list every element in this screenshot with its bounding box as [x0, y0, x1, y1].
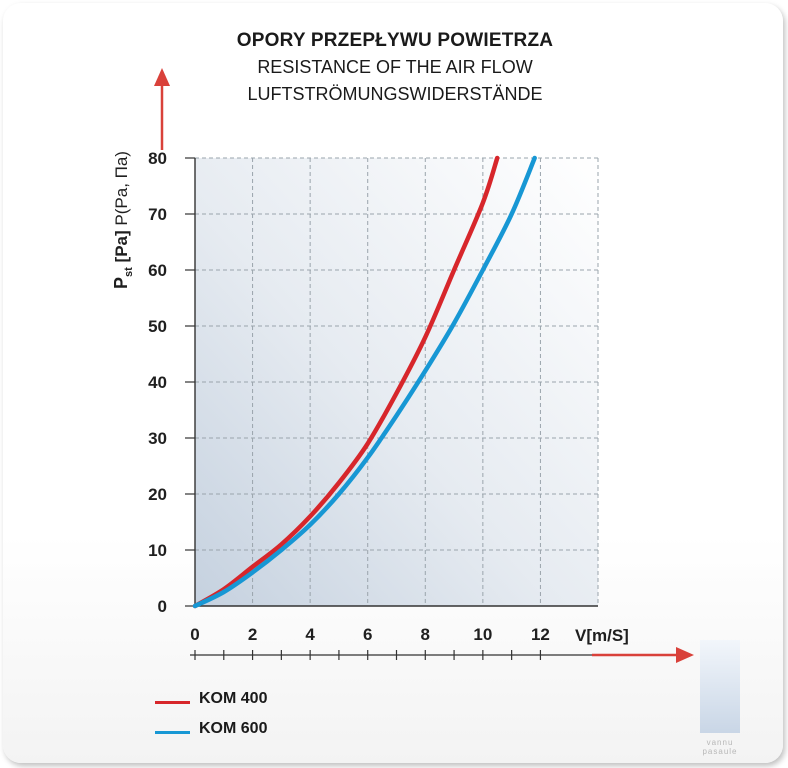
watermark-line1: vannu [706, 738, 734, 747]
x-tick-label: 12 [531, 625, 550, 644]
series-lines [192, 155, 537, 609]
title-german: LUFTSTRÖMUNGSWIDERSTÄNDE [247, 84, 543, 104]
y-tick-label: 0 [158, 597, 167, 616]
y-arrow-head [154, 68, 170, 86]
y-tick-label: 30 [148, 429, 167, 448]
legend-label-kom400: KOM 400 [199, 690, 268, 707]
title-english: RESISTANCE OF THE AIR FLOW [257, 57, 533, 77]
x-tick-label: 4 [305, 625, 315, 644]
title-polish: OPORY PRZEPŁYWU POWIETRZA [236, 30, 554, 51]
axes [154, 68, 694, 663]
x-arrow-head [676, 647, 694, 663]
x-tick-label: 6 [363, 625, 372, 644]
watermark-line2: pasaule [702, 747, 738, 756]
y-label-extra: P(Pa, Па) [112, 151, 131, 230]
y-tick-label: 10 [148, 541, 167, 560]
x-tick-label: 8 [421, 625, 430, 644]
x-tick-label: 2 [248, 625, 257, 644]
series-line-kom-400 [192, 155, 500, 609]
watermark-text: vannu pasaule [690, 738, 750, 756]
y-label-rest: [Pa] [112, 230, 131, 267]
y-label-sub: st [123, 267, 135, 277]
y-tick-label: 20 [148, 485, 167, 504]
y-tick-label: 50 [148, 317, 167, 336]
grid-lines [195, 157, 599, 606]
x-axis-label: V[m/S] [575, 626, 629, 645]
y-label-main: P [111, 277, 131, 289]
x-tick-label: 0 [190, 625, 199, 644]
watermark-logo [700, 640, 740, 733]
chart-title: OPORY PRZEPŁYWU POWIETRZA RESISTANCE OF … [195, 28, 595, 108]
tick-labels: 0 10 20 30 40 50 60 70 80 0 2 4 6 8 10 12 [148, 149, 550, 644]
plot-area [195, 158, 598, 606]
y-tick-label: 40 [148, 373, 167, 392]
y-tick-label: 60 [148, 261, 167, 280]
legend-swatch-kom400 [155, 701, 190, 704]
series-line-kom-600 [192, 155, 537, 609]
axis-labels: V[m/S] Pst [Pa] P(Pa, Па) [111, 151, 629, 645]
legend-swatch-kom600 [155, 731, 190, 734]
y-tick-label: 70 [148, 205, 167, 224]
y-tick-label: 80 [148, 149, 167, 168]
y-axis-label: Pst [Pa] P(Pa, Па) [111, 151, 135, 289]
legend-label-kom600: KOM 600 [199, 720, 268, 737]
x-tick-label: 10 [473, 625, 492, 644]
